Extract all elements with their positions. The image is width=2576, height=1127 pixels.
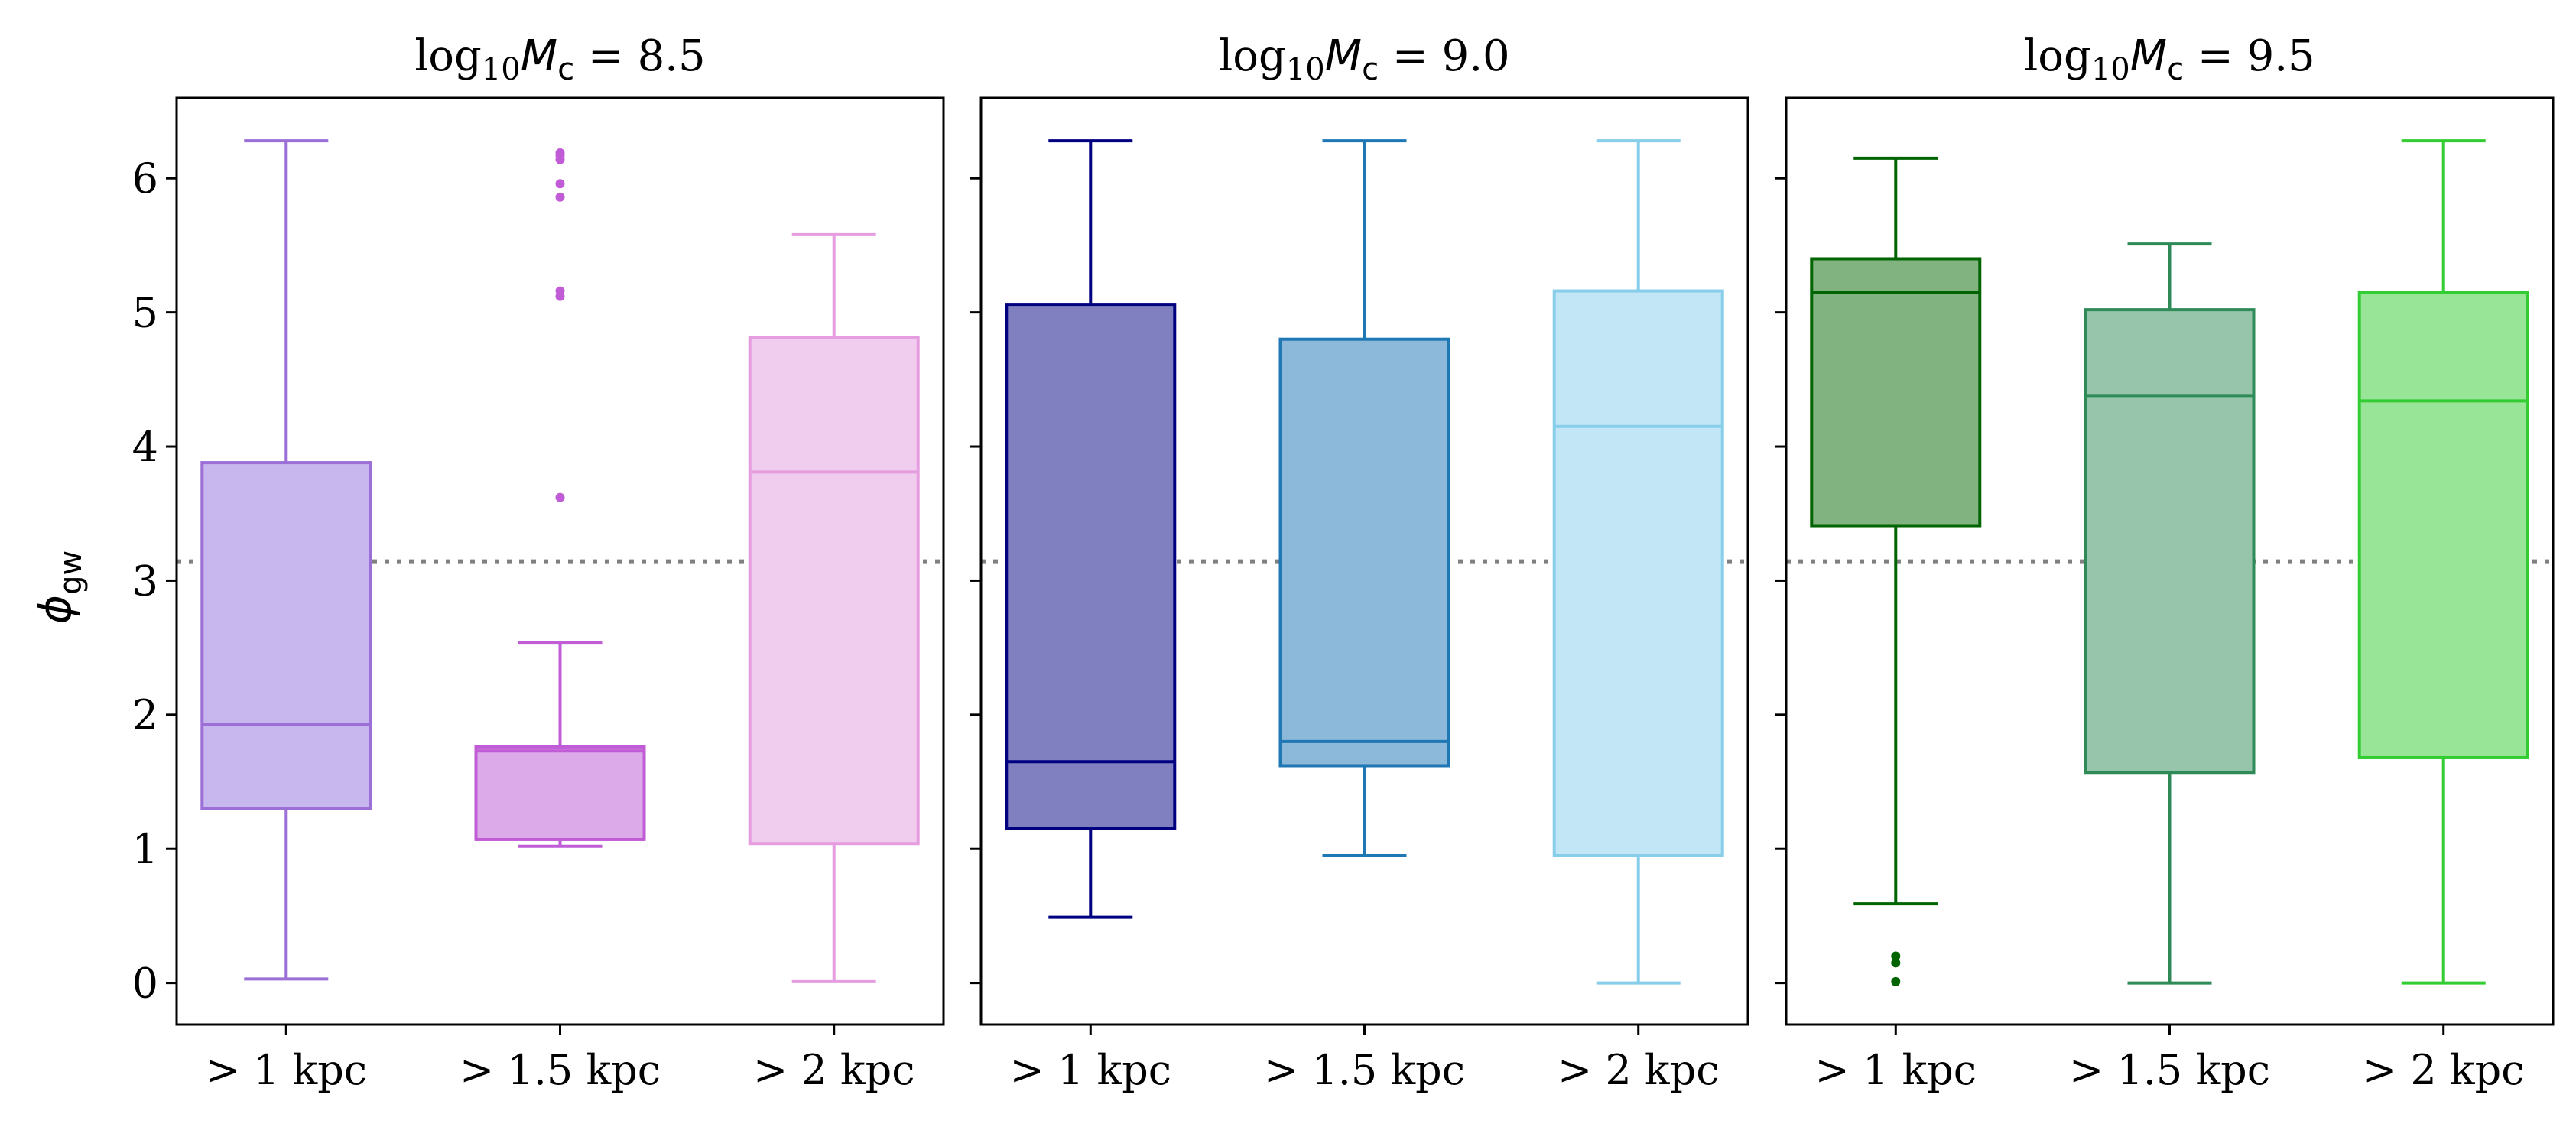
y-tick-label: 0 <box>132 960 158 1008</box>
x-tick-label: > 1 kpc <box>1815 1046 1977 1094</box>
box-iqr <box>474 745 646 841</box>
panel-title: log10Mc = 9.5 <box>2024 31 2315 87</box>
chart-panel-2: log10Mc = 9.0 > 1 kpc > 1.5 kpc > 2 kpc <box>970 31 1749 1094</box>
y-tick-label: 1 <box>132 825 158 873</box>
box-iqr <box>1810 257 1982 528</box>
axes-frame <box>1785 96 2555 1026</box>
box-3: > 2 kpc <box>1552 139 1724 1094</box>
box-iqr <box>200 461 372 810</box>
box-3: > 2 kpc <box>748 232 920 1094</box>
outlier-point <box>555 192 565 202</box>
chart-panel-3: log10Mc = 9.5 > 1 kpc > 1.5 kpc > 2 kpc <box>1775 31 2555 1094</box>
y-axis-label: ϕgw <box>29 551 89 624</box>
axes-frame <box>175 96 945 1026</box>
y-tick-label: 4 <box>132 423 158 471</box>
box-iqr <box>1278 337 1450 768</box>
box-iqr <box>2357 291 2529 759</box>
x-tick-label: > 2 kpc <box>2363 1046 2524 1094</box>
x-tick-label: > 2 kpc <box>1558 1046 1719 1094</box>
outlier-point <box>555 148 565 158</box>
box-1: > 1 kpc <box>1810 156 1982 1094</box>
x-tick-label: > 1.5 kpc <box>2069 1046 2270 1094</box>
outlier-point <box>1891 976 1901 986</box>
axes-frame <box>979 96 1749 1026</box>
outlier-point <box>1891 958 1901 968</box>
x-tick-label: > 1 kpc <box>206 1046 367 1094</box>
box-iqr <box>2084 308 2256 775</box>
y-axis-label-text: ϕgw <box>29 551 89 624</box>
y-tick-label: 6 <box>132 154 158 203</box>
x-tick-label: > 1.5 kpc <box>460 1046 661 1094</box>
y-tick-label: 3 <box>132 557 158 605</box>
box-3: > 2 kpc <box>2357 139 2529 1094</box>
y-tick-label: 2 <box>132 691 158 739</box>
outlier-point <box>555 179 565 189</box>
x-tick-label: > 2 kpc <box>753 1046 914 1094</box>
x-tick-label: > 1.5 kpc <box>1264 1046 1465 1094</box>
box-2: > 1.5 kpc <box>1264 139 1465 1094</box>
panel-title: log10Mc = 8.5 <box>414 31 705 87</box>
panel-title: log10Mc = 9.0 <box>1219 31 1509 87</box>
box-1: > 1 kpc <box>1005 139 1177 1094</box>
y-tick-label: 5 <box>132 289 158 337</box>
box-iqr <box>748 336 920 846</box>
x-tick-label: > 1 kpc <box>1010 1046 1171 1094</box>
outlier-point <box>555 492 565 502</box>
box-1: > 1 kpc <box>200 139 372 1094</box>
chart-panel-1: log10Mc = 8.5 0 1 2 3 4 5 6 > 1 kpc > 1.5 kpc > 2 … <box>132 31 945 1094</box>
box-iqr <box>1552 289 1724 857</box>
box-iqr <box>1005 303 1177 830</box>
outlier-point <box>1891 951 1901 961</box>
outlier-point <box>555 286 565 296</box>
box-2: > 1.5 kpc <box>2069 242 2270 1094</box>
box-2: > 1.5 kpc <box>460 148 661 1094</box>
